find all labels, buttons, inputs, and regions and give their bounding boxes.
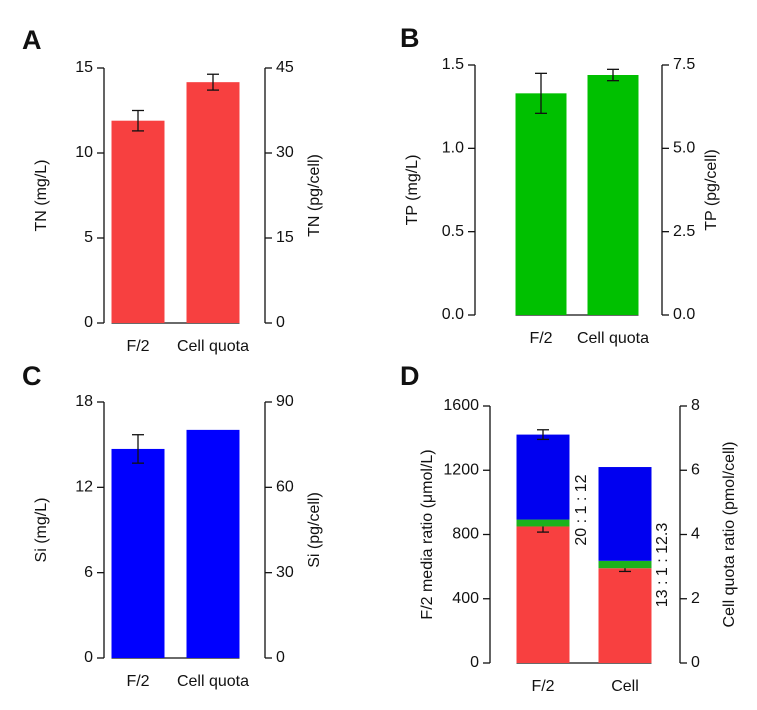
bar: [186, 82, 240, 324]
y-axis-label: Si (mg/L): [33, 498, 50, 563]
y-tick-label: 1.5: [442, 56, 464, 73]
ratio-annotation: 13 : 1 : 12.3: [654, 523, 671, 608]
y-tick-label: 0.0: [442, 306, 464, 323]
y-tick-label: 800: [452, 526, 479, 543]
y2-tick-label: 15: [276, 229, 294, 246]
y-tick-label: 15: [75, 59, 93, 76]
bar: [111, 448, 165, 658]
y2-tick-label: 0: [276, 314, 285, 331]
y-tick-label: 0: [84, 314, 93, 331]
y2-tick-label: 30: [276, 144, 294, 161]
y-tick-label: 18: [75, 393, 93, 410]
x-tick-label: F/2: [126, 338, 149, 355]
bar: [598, 560, 652, 569]
y-axis-label: TP (mg/L): [404, 155, 421, 226]
panel-label: B: [400, 23, 420, 53]
y2-tick-label: 6: [691, 461, 700, 478]
bar: [587, 75, 639, 315]
y2-tick-label: 4: [691, 526, 700, 543]
panel-label: D: [400, 361, 420, 391]
y-tick-label: 0.5: [442, 223, 464, 240]
y2-tick-label: 8: [691, 397, 700, 414]
x-tick-label: F/2: [126, 673, 149, 690]
y2-tick-label: 2: [691, 590, 700, 607]
y-tick-label: 1.0: [442, 140, 464, 157]
panel-label: A: [22, 25, 42, 55]
panel-label: C: [22, 361, 42, 391]
y-tick-label: 0: [470, 654, 479, 671]
bar: [516, 434, 570, 520]
y2-tick-label: 90: [276, 393, 294, 410]
y2-axis-label: Si (pg/cell): [306, 492, 323, 568]
y-axis-label: TN (mg/L): [33, 160, 50, 232]
x-tick-label: Cell quota: [177, 673, 249, 690]
x-tick-label: Cell: [611, 678, 639, 695]
x-tick-label: F/2: [531, 678, 554, 695]
x-tick-label: Cell quota: [577, 330, 649, 347]
y2-tick-label: 60: [276, 479, 294, 496]
y2-axis-label: Cell quota ratio (pmol/cell): [721, 442, 738, 628]
y-tick-label: 400: [452, 590, 479, 607]
y-tick-label: 10: [75, 144, 93, 161]
y2-tick-label: 2.5: [673, 223, 695, 240]
y-axis-label: F/2 media ratio (μmol/L): [419, 449, 436, 619]
bar: [516, 526, 570, 663]
x-tick-label: F/2: [529, 330, 552, 347]
bar: [515, 93, 567, 315]
y2-tick-label: 5.0: [673, 140, 695, 157]
y-tick-label: 5: [84, 229, 93, 246]
bar: [516, 519, 570, 527]
y-tick-label: 1200: [443, 461, 479, 478]
y-tick-label: 1600: [443, 397, 479, 414]
y-tick-label: 12: [75, 479, 93, 496]
y2-axis-label: TP (pg/cell): [703, 149, 720, 231]
bar: [186, 429, 240, 658]
bar: [111, 120, 165, 323]
x-tick-label: Cell quota: [177, 338, 249, 355]
bar: [598, 568, 652, 663]
y2-tick-label: 7.5: [673, 56, 695, 73]
y-tick-label: 0: [84, 649, 93, 666]
y2-tick-label: 0: [691, 654, 700, 671]
y2-tick-label: 30: [276, 564, 294, 581]
ratio-annotation: 20 : 1 : 12: [573, 474, 590, 545]
y2-tick-label: 45: [276, 59, 294, 76]
bar: [598, 467, 652, 561]
y2-tick-label: 0: [276, 649, 285, 666]
y2-tick-label: 0.0: [673, 306, 695, 323]
y-tick-label: 6: [84, 564, 93, 581]
y2-axis-label: TN (pg/cell): [306, 154, 323, 237]
